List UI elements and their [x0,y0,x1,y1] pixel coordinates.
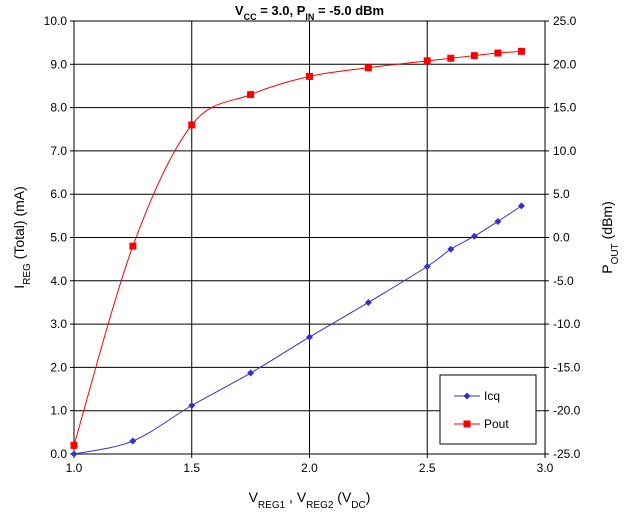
left-y-tick-label: 2.0 [50,360,67,374]
left-y-tick-label: 9.0 [50,57,67,71]
data-point-pout [423,57,431,65]
x-tick-label: 2.5 [419,461,436,475]
data-point-icq [494,217,502,225]
data-point-pout [470,52,478,60]
data-point-icq [447,245,455,253]
left-y-tick-label: 0.0 [50,447,67,461]
left-y-tick-label: 3.0 [50,317,67,331]
data-point-pout [188,121,196,129]
right-y-tick-label: 25.0 [553,14,577,28]
data-point-icq [247,369,255,377]
right-y-tick-label: -5.0 [553,274,574,288]
data-point-icq [470,232,478,240]
legend-pout-marker [463,420,471,428]
right-y-tick-label: 15.0 [553,101,577,115]
x-axis-title: VREG1 , VREG2 (VDC) [249,489,371,511]
right-y-tick-label: 10.0 [553,144,577,158]
x-tick-label: 2.0 [301,461,318,475]
left-y-tick-label: 8.0 [50,101,67,115]
legend-icq-marker [463,392,471,400]
x-tick-label: 3.0 [537,461,554,475]
legend-pout-label: Pout [484,417,509,431]
data-point-icq [188,402,196,410]
series [70,47,525,458]
data-point-icq [306,333,313,341]
legend: Icq Pout [439,374,537,445]
data-point-pout [306,72,313,80]
data-point-icq [129,437,137,445]
right-y-tick-label: 5.0 [553,187,570,201]
x-tick-label: 1.5 [183,461,200,475]
data-point-pout [447,54,455,62]
left-y-tick-label: 5.0 [50,231,67,245]
data-point-icq [423,263,431,271]
left-y-axis-title: IREG (Total) (mA) [11,186,33,289]
left-y-tick-label: 1.0 [50,404,67,418]
series-line-icq [73,205,522,455]
legend-box [439,374,537,445]
left-y-tick-label: 7.0 [50,144,67,158]
right-y-axis-title: POUT (dBm) [599,201,621,273]
right-y-tick-label: 0.0 [553,231,570,245]
data-point-pout [494,49,502,57]
left-y-tick-label: 4.0 [50,274,67,288]
right-y-tick-label: -10.0 [553,317,581,331]
tick-labels: 1.0 1.5 2.0 2.5 3.0 0.0 -25.0 1.0 -20.0 2.0 -15.0 3… [44,14,581,475]
data-point-pout [247,91,255,99]
data-point-pout [129,242,137,250]
data-point-pout [517,47,525,55]
left-y-tick-label: 6.0 [50,187,67,201]
x-tick-label: 1.0 [66,461,83,475]
left-y-tick-label: 10.0 [44,14,68,28]
legend-icq-label: Icq [484,389,500,403]
right-y-tick-label: -25.0 [553,447,581,461]
right-y-tick-label: -15.0 [553,360,581,374]
data-point-pout [364,64,372,72]
chart-title: VCC = 3.0, PIN = -5.0 dBm [235,3,384,22]
data-point-icq [517,202,525,210]
data-point-icq [70,450,78,458]
right-y-tick-label: -20.0 [553,404,581,418]
right-y-tick-label: 20.0 [553,57,577,71]
data-point-icq [364,298,372,306]
data-point-pout [70,441,78,449]
